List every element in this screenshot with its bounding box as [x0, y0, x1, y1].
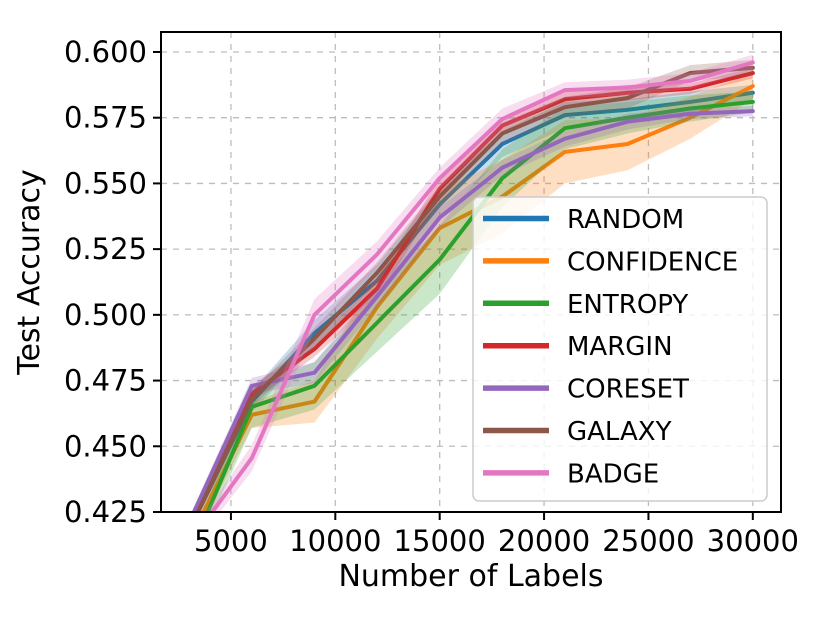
- legend-entry-coreset: CORESET: [483, 375, 689, 405]
- y-tick-label: 0.500: [64, 298, 147, 332]
- x-tick-label: 30000: [707, 524, 799, 558]
- series-line-entropy: [205, 99, 755, 512]
- x-tick-label: 25000: [602, 524, 694, 558]
- series-layer: [191, 54, 755, 512]
- legend-entry-galaxy: GALAXY: [483, 417, 672, 447]
- series-band-confidence: [199, 73, 753, 512]
- series-line-badge: [209, 60, 755, 512]
- y-tick-label: 0.475: [64, 364, 147, 398]
- legend-entry-badge: BADGE: [483, 459, 659, 489]
- x-axis-label: Number of Labels: [338, 559, 603, 594]
- axes-frame: [160, 31, 782, 513]
- y-tick-label: 0.600: [64, 35, 147, 69]
- legend-label-galaxy: GALAXY: [567, 417, 672, 447]
- x-tick-label: 20000: [498, 524, 590, 558]
- legend-label-entropy: ENTROPY: [567, 290, 688, 320]
- legend-label-margin: MARGIN: [567, 332, 673, 362]
- tick-layer: 5000 10000 15000 20000 25000 30000 0.425 0.450 0…: [64, 35, 799, 558]
- y-tick-label: 0.450: [64, 429, 147, 463]
- y-tick-label: 0.550: [64, 166, 147, 200]
- legend-label-confidence: CONFIDENCE: [567, 247, 738, 277]
- legend-entry-confidence: CONFIDENCE: [483, 247, 738, 277]
- legend-entry-entropy: ENTROPY: [483, 290, 688, 320]
- legend-entry-margin: MARGIN: [483, 332, 673, 362]
- legend-label-coreset: CORESET: [567, 375, 689, 405]
- series-band-coreset: [191, 105, 753, 512]
- y-tick-label: 0.425: [64, 495, 147, 529]
- x-tick-label: 5000: [194, 524, 268, 558]
- y-axis-label: Test Accuracy: [12, 169, 47, 376]
- legend-box: [472, 196, 768, 502]
- x-tick-label: 15000: [394, 524, 486, 558]
- y-tick-label: 0.525: [64, 232, 147, 266]
- series-line-coreset: [191, 109, 755, 512]
- y-tick-label: 0.575: [64, 101, 147, 135]
- legend-label-random: RANDOM: [567, 205, 684, 235]
- legend: RANDOM CONFIDENCE ENTROPY MARGIN CORESET GALA…: [472, 196, 768, 502]
- x-tick-label: 10000: [289, 524, 381, 558]
- series-line-confidence: [201, 84, 755, 512]
- series-band-badge: [205, 54, 753, 512]
- legend-label-badge: BADGE: [567, 459, 659, 489]
- legend-entry-random: RANDOM: [483, 205, 684, 235]
